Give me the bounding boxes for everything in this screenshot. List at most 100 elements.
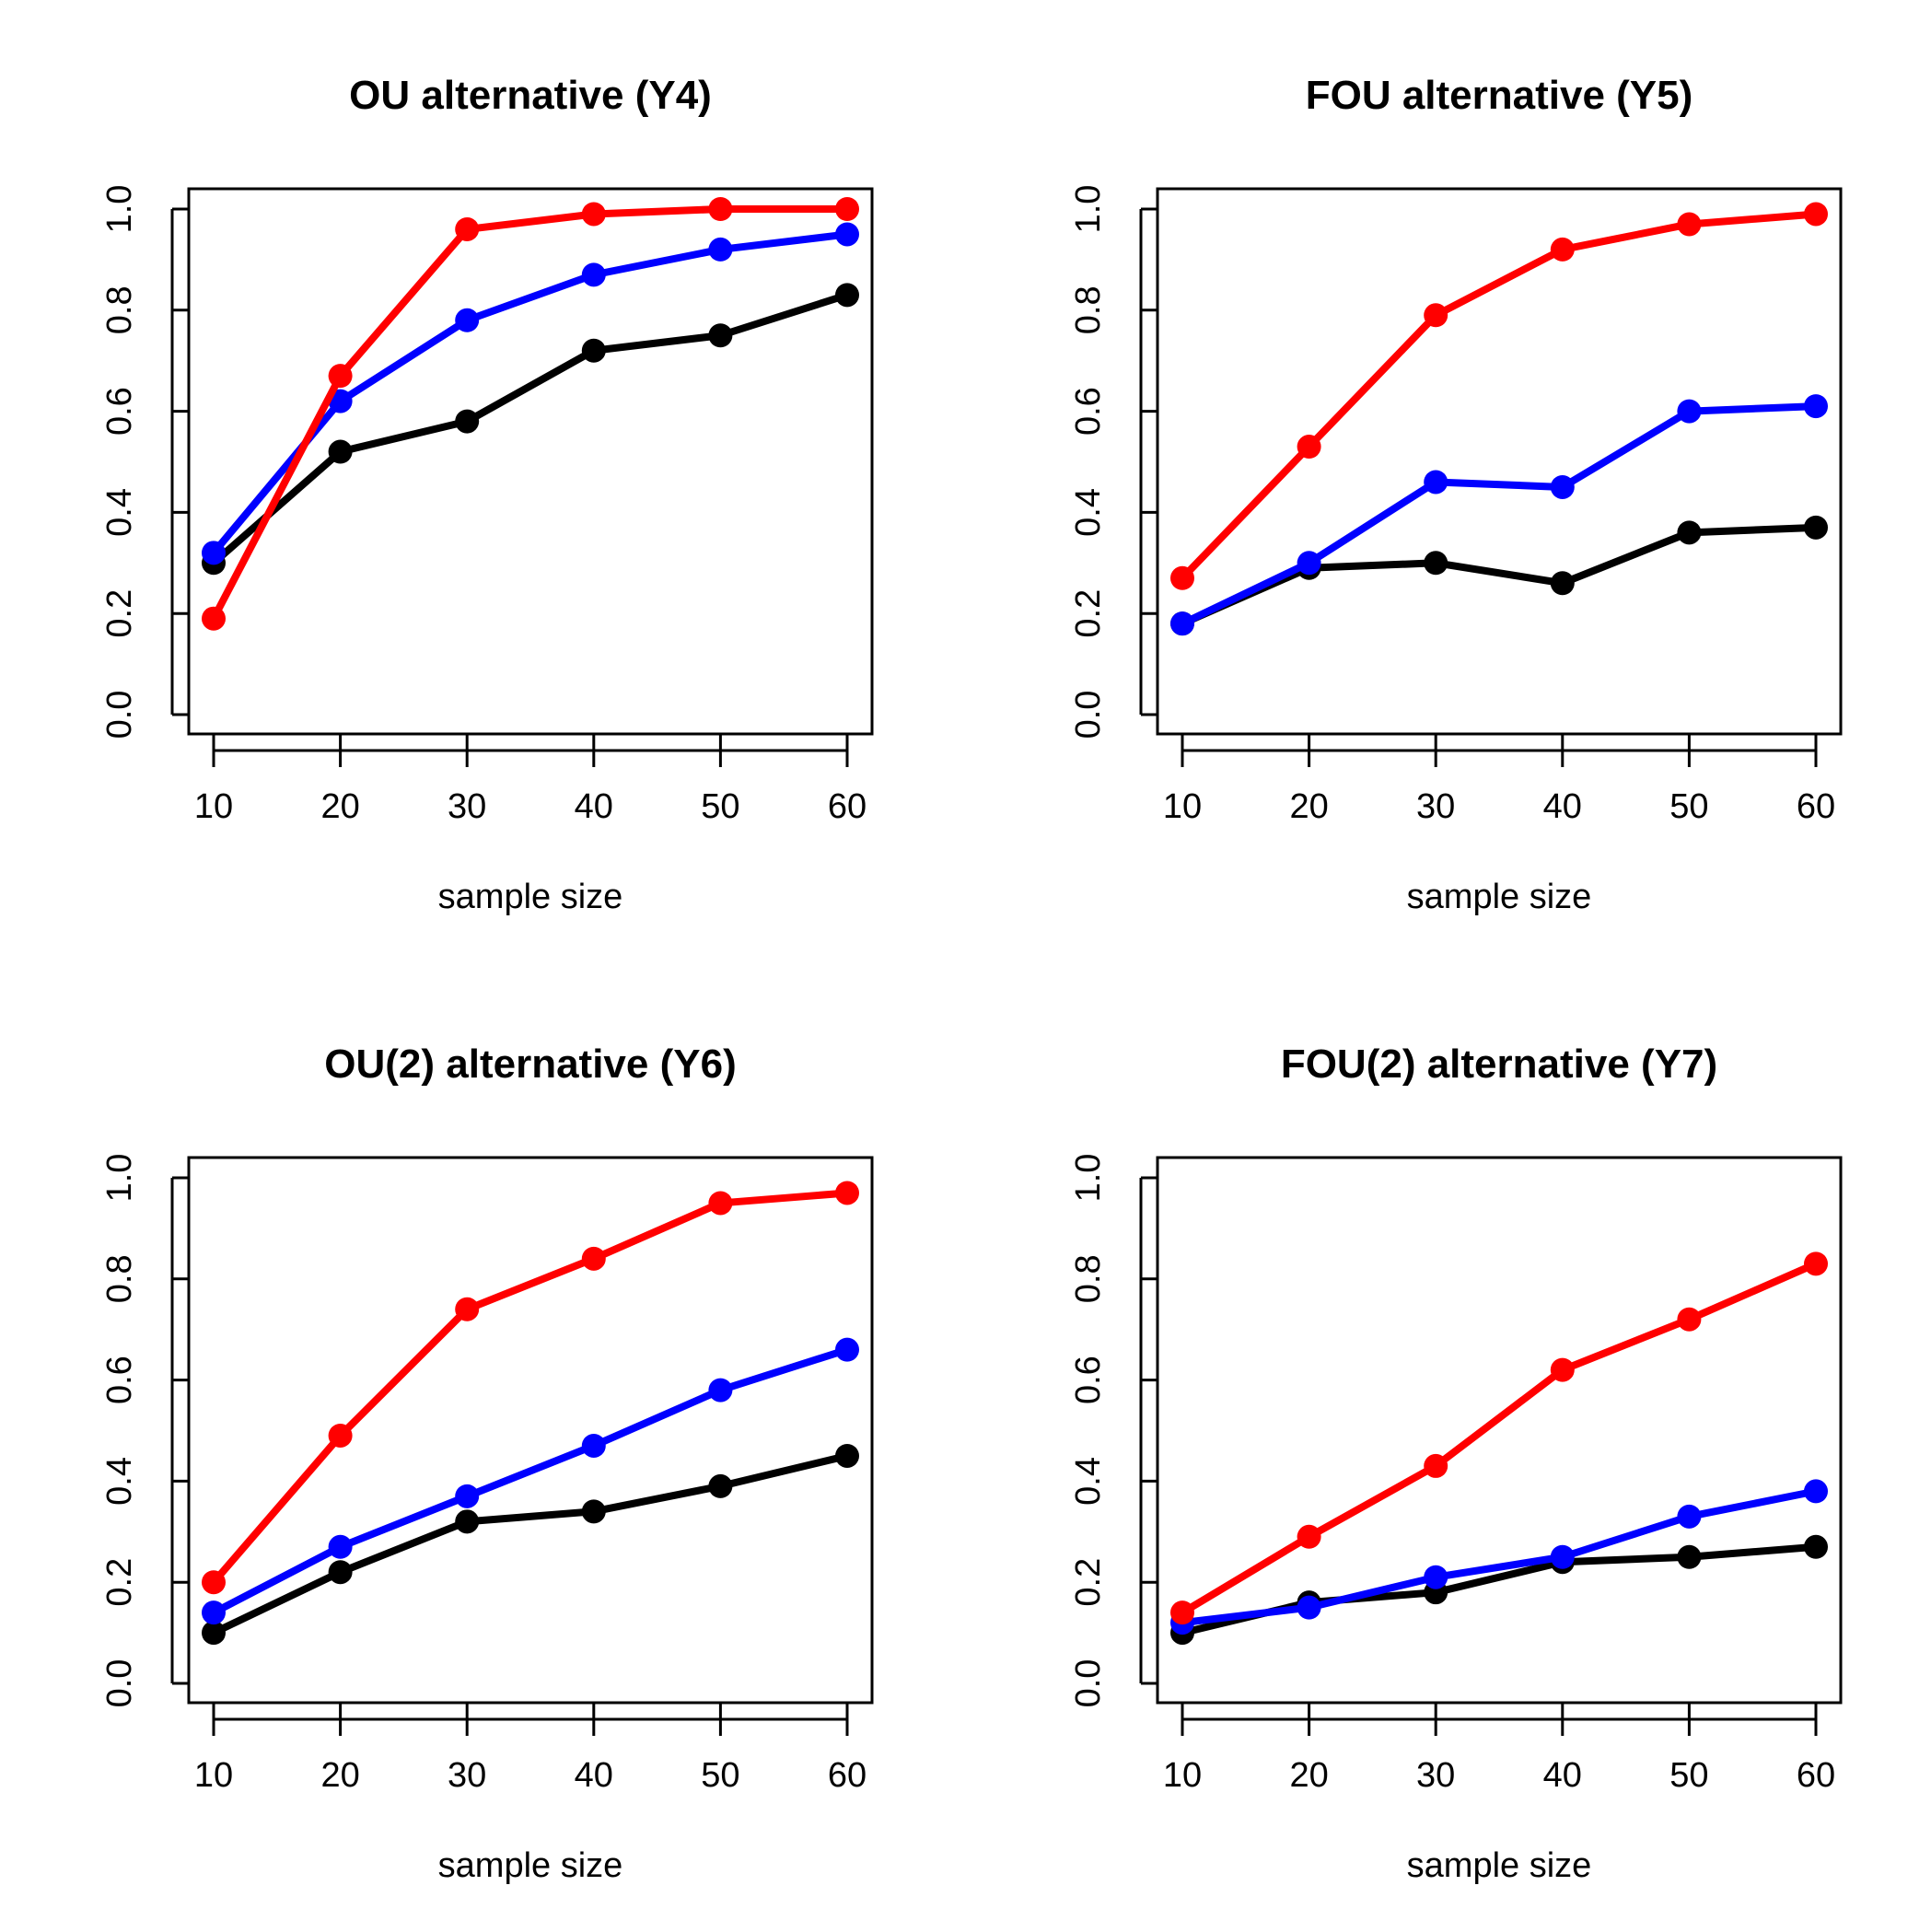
data-point-blue bbox=[1677, 1504, 1702, 1529]
x-tick-label: 40 bbox=[575, 787, 613, 826]
x-tick-label: 60 bbox=[828, 1756, 867, 1795]
y-tick-label: 0.2 bbox=[100, 589, 139, 638]
chart-panel-4: FOU(2) alternative (Y7) 10 20 30 40 50 60 0.0 0.… bbox=[1069, 1042, 1843, 1885]
data-point-black bbox=[328, 1560, 353, 1585]
chart-title: FOU(2) alternative (Y7) bbox=[1281, 1042, 1717, 1087]
data-point-red bbox=[455, 216, 480, 241]
x-axis-label: sample size bbox=[1407, 1846, 1592, 1885]
y-tick-label: 0.0 bbox=[1069, 691, 1108, 739]
data-point-blue bbox=[202, 1600, 226, 1625]
series-line-red bbox=[210, 205, 851, 623]
plot-frame bbox=[187, 187, 874, 736]
data-point-black bbox=[1677, 520, 1702, 545]
series-line-blue bbox=[210, 230, 851, 557]
x-tick-label: 50 bbox=[701, 787, 739, 826]
x-tick-label: 30 bbox=[1416, 787, 1455, 826]
data-point-black bbox=[202, 1621, 226, 1646]
data-point-red bbox=[1424, 303, 1448, 328]
y-tick-label: 1.0 bbox=[1069, 185, 1108, 234]
data-point-black bbox=[1804, 515, 1828, 540]
y-tick-label: 0.2 bbox=[100, 1558, 139, 1607]
y-tick-label: 0.6 bbox=[1069, 1356, 1108, 1404]
series-line-black bbox=[210, 1451, 851, 1637]
series-line-black bbox=[1179, 523, 1820, 628]
series-line-black bbox=[210, 291, 851, 567]
data-point-red bbox=[1170, 565, 1194, 590]
x-tick-label: 60 bbox=[1797, 1756, 1835, 1795]
y-tick-label: 1.0 bbox=[100, 185, 139, 234]
data-point-blue bbox=[708, 1378, 733, 1402]
chart-panel-3: OU(2) alternative (Y6) 10 20 30 40 50 60 0.0 0.2… bbox=[100, 1042, 874, 1885]
data-point-black bbox=[328, 439, 353, 464]
data-point-red bbox=[202, 606, 226, 631]
plot-frame bbox=[1156, 187, 1843, 736]
x-axis-label: sample size bbox=[1407, 878, 1592, 916]
data-point-blue bbox=[1804, 1479, 1828, 1504]
data-point-red bbox=[581, 1246, 606, 1271]
data-point-blue bbox=[1550, 1544, 1575, 1569]
data-point-red bbox=[1170, 1600, 1194, 1625]
series-line-blue bbox=[1179, 402, 1820, 628]
y-tick-label: 0.8 bbox=[1069, 285, 1108, 334]
series-line-blue bbox=[1179, 1487, 1820, 1627]
data-point-black bbox=[455, 1509, 480, 1534]
data-point-red bbox=[1297, 435, 1321, 460]
data-point-blue bbox=[835, 222, 859, 247]
data-point-red bbox=[1804, 202, 1828, 227]
data-point-red bbox=[328, 364, 353, 389]
data-point-red bbox=[835, 1181, 859, 1205]
x-tick-label: 20 bbox=[1289, 787, 1328, 826]
plot-frame bbox=[187, 1156, 874, 1705]
y-tick-label: 1.0 bbox=[1069, 1154, 1108, 1203]
y-tick-label: 0.2 bbox=[1069, 1558, 1108, 1607]
data-point-black bbox=[581, 1499, 606, 1524]
data-point-black bbox=[581, 338, 606, 363]
data-point-red bbox=[1550, 1357, 1575, 1382]
data-point-blue bbox=[1297, 551, 1321, 576]
data-point-blue bbox=[1550, 474, 1575, 499]
y-tick-label: 0.4 bbox=[100, 1457, 139, 1506]
data-point-red bbox=[328, 1423, 353, 1448]
data-point-black bbox=[1550, 571, 1575, 596]
data-point-red bbox=[455, 1297, 480, 1321]
x-tick-label: 10 bbox=[1163, 787, 1202, 826]
data-point-black bbox=[708, 323, 733, 348]
y-tick-label: 0.6 bbox=[100, 387, 139, 436]
y-tick-label: 0.8 bbox=[1069, 1254, 1108, 1303]
x-tick-label: 10 bbox=[194, 787, 233, 826]
data-point-red bbox=[1424, 1453, 1448, 1478]
data-point-red bbox=[835, 197, 859, 221]
data-point-blue bbox=[455, 308, 480, 332]
chart-panel-1: OU alternative (Y4) 10 20 30 40 50 60 0.0 0.2 0.4… bbox=[100, 73, 874, 916]
chart-title: OU(2) alternative (Y6) bbox=[324, 1042, 736, 1087]
chart-panel-2: FOU alternative (Y5) 10 20 30 40 50 60 0.0 0.2 0.… bbox=[1069, 73, 1843, 916]
y-tick-label: 0.4 bbox=[100, 488, 139, 537]
y-tick-label: 0.4 bbox=[1069, 488, 1108, 537]
data-point-red bbox=[1297, 1524, 1321, 1549]
data-point-blue bbox=[835, 1337, 859, 1362]
x-axis-label: sample size bbox=[438, 1846, 623, 1885]
y-tick-label: 0.4 bbox=[1069, 1457, 1108, 1506]
data-point-blue bbox=[1804, 394, 1828, 419]
data-point-black bbox=[1677, 1544, 1702, 1569]
x-tick-label: 10 bbox=[194, 1756, 233, 1795]
x-tick-label: 40 bbox=[575, 1756, 613, 1795]
data-point-blue bbox=[581, 262, 606, 287]
y-tick-label: 0.0 bbox=[100, 1659, 139, 1708]
x-tick-label: 50 bbox=[701, 1756, 739, 1795]
plot-frame bbox=[1156, 1156, 1843, 1705]
x-tick-label: 50 bbox=[1669, 1756, 1708, 1795]
series-line-red bbox=[1179, 1260, 1820, 1617]
data-point-blue bbox=[1677, 399, 1702, 424]
y-tick-label: 0.2 bbox=[1069, 589, 1108, 638]
data-point-blue bbox=[328, 1534, 353, 1559]
y-tick-label: 0.8 bbox=[100, 285, 139, 334]
data-point-blue bbox=[455, 1484, 480, 1508]
y-tick-label: 1.0 bbox=[100, 1154, 139, 1203]
series-line-blue bbox=[210, 1345, 851, 1617]
data-point-blue bbox=[1424, 1565, 1448, 1589]
data-point-blue bbox=[708, 237, 733, 262]
x-tick-label: 30 bbox=[448, 1756, 486, 1795]
x-tick-label: 50 bbox=[1669, 787, 1708, 826]
data-point-blue bbox=[581, 1433, 606, 1458]
